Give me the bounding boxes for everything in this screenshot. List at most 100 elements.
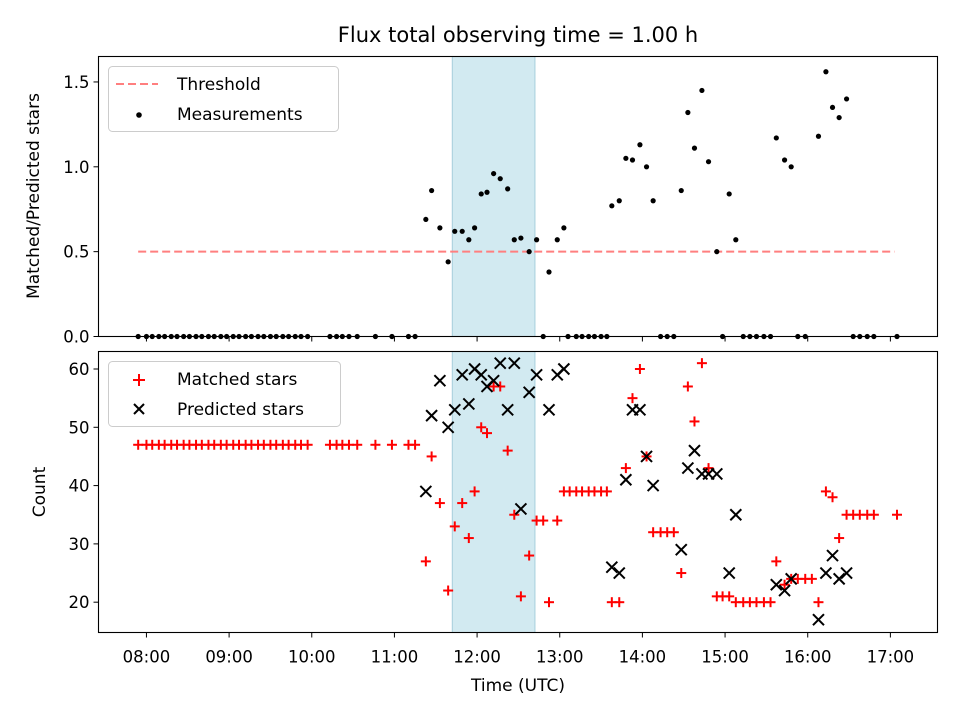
x-tick-label: 10:00 — [288, 648, 336, 667]
matched-star-point — [434, 498, 445, 509]
matched-star-point — [813, 597, 824, 608]
observing-window-span — [451, 56, 536, 337]
legend-matched-swatch — [133, 374, 145, 386]
bottom-x-ticks: 08:00 09:00 10:00 11:00 12:00 13:00 14:00 15:00… — [123, 632, 914, 667]
legend-measurements-label: Measurements — [177, 105, 303, 125]
matched-star-point — [696, 358, 707, 369]
matched-star-point — [443, 585, 454, 596]
matched-star-point — [868, 509, 879, 520]
measurement-point — [429, 187, 435, 194]
measurement-point — [518, 235, 524, 241]
y-tick-label: 60 — [69, 360, 90, 379]
x-tick-label: 12:00 — [453, 648, 501, 667]
bottom-plot-marks — [133, 356, 902, 626]
measurement-point — [484, 189, 490, 195]
measurement-point — [623, 155, 629, 161]
predicted-star-point — [475, 368, 488, 382]
predicted-star-point — [605, 560, 619, 574]
measurement-point — [466, 237, 472, 243]
matched-star-point — [538, 515, 549, 526]
measurement-point — [726, 191, 732, 197]
measurement-point — [643, 164, 650, 170]
measurement-point — [472, 225, 478, 231]
measurement-point — [691, 145, 698, 151]
measurement-point — [511, 237, 517, 243]
measurement-point — [781, 157, 788, 163]
y-tick-label: 30 — [69, 535, 90, 554]
predicted-star-point — [646, 479, 660, 492]
chart-title: Flux total observing time = 1.00 h — [338, 23, 698, 47]
matched-star-point — [724, 591, 735, 602]
legend-measurements-swatch — [136, 112, 142, 118]
measurement-point — [478, 191, 484, 197]
measurement-point — [843, 96, 850, 102]
matched-star-point — [779, 579, 790, 590]
measurement-point — [773, 135, 779, 141]
predicted-star-point — [681, 461, 695, 475]
matched-star-point — [620, 463, 631, 474]
y-tick-label: 0.0 — [63, 328, 89, 347]
bottom-panel: 20 30 40 50 60 08:00 09:00 10:00 11:00 12:00 13:0… — [30, 350, 939, 696]
measurement-point — [678, 187, 684, 194]
x-tick-label: 16:00 — [784, 648, 832, 667]
matched-star-point — [386, 439, 397, 450]
x-tick-label: 15:00 — [701, 648, 749, 667]
predicted-star-point — [840, 566, 853, 580]
predicted-star-point — [514, 502, 528, 516]
predicted-star-point — [812, 613, 825, 626]
predicted-star-point — [770, 578, 783, 591]
predicted-star-point — [462, 397, 476, 411]
measurement-point — [437, 225, 443, 231]
matched-star-point — [601, 486, 612, 497]
legend-predicted-label: Predicted stars — [177, 400, 304, 420]
legend-threshold-label: Threshold — [176, 75, 261, 95]
matched-star-point — [771, 556, 782, 567]
matched-star-point — [495, 381, 506, 392]
y-tick-label: 1.0 — [63, 158, 89, 177]
predicted-star-point — [425, 409, 438, 422]
predicted-star-point — [688, 444, 701, 457]
predicted-star-point — [542, 403, 556, 417]
predicted-star-point — [455, 368, 469, 382]
top-panel: 0.0 0.5 1.0 1.5 Matched/Predicted stars Thr… — [24, 55, 939, 347]
measurement-point — [705, 159, 712, 165]
predicted-star-point — [633, 403, 647, 417]
x-tick-label: 13:00 — [536, 648, 584, 667]
matched-star-point — [552, 515, 563, 526]
matched-star-point — [820, 486, 831, 497]
legend-predicted-swatch — [133, 403, 145, 415]
predicted-star-point — [448, 403, 461, 417]
bottom-axes-frame — [97, 350, 939, 634]
predicted-star-point — [557, 362, 571, 376]
matched-star-point — [668, 527, 679, 538]
x-axis-label: Time (UTC) — [470, 676, 565, 696]
y-tick-label: 50 — [69, 418, 90, 437]
matched-star-point — [627, 393, 638, 404]
matched-star-point — [634, 363, 645, 374]
measurement-point — [609, 203, 615, 209]
measurement-point — [629, 157, 636, 163]
measurement-point — [546, 269, 552, 275]
predicted-star-point — [501, 403, 514, 417]
measurement-point — [452, 228, 458, 234]
predicted-star-point — [530, 368, 543, 382]
measurement-point — [459, 228, 465, 234]
predicted-star-point — [722, 566, 736, 580]
matched-star-point — [689, 416, 700, 427]
measurement-point — [836, 114, 842, 121]
predicted-star-point — [675, 543, 688, 556]
y-tick-label: 20 — [69, 593, 90, 612]
top-axes-frame — [97, 55, 939, 338]
matched-star-point — [834, 533, 845, 544]
matched-star-point — [457, 498, 468, 509]
measurement-point — [561, 225, 567, 231]
measurement-point — [815, 133, 822, 139]
matched-star-point — [676, 568, 687, 579]
top-x-ticks — [145, 336, 891, 342]
measurement-point — [505, 186, 511, 192]
measurement-point — [823, 69, 829, 75]
matched-star-point — [410, 439, 421, 450]
predicted-star-point — [441, 421, 455, 434]
matched-star-point — [891, 509, 902, 520]
matched-star-point — [827, 492, 838, 503]
